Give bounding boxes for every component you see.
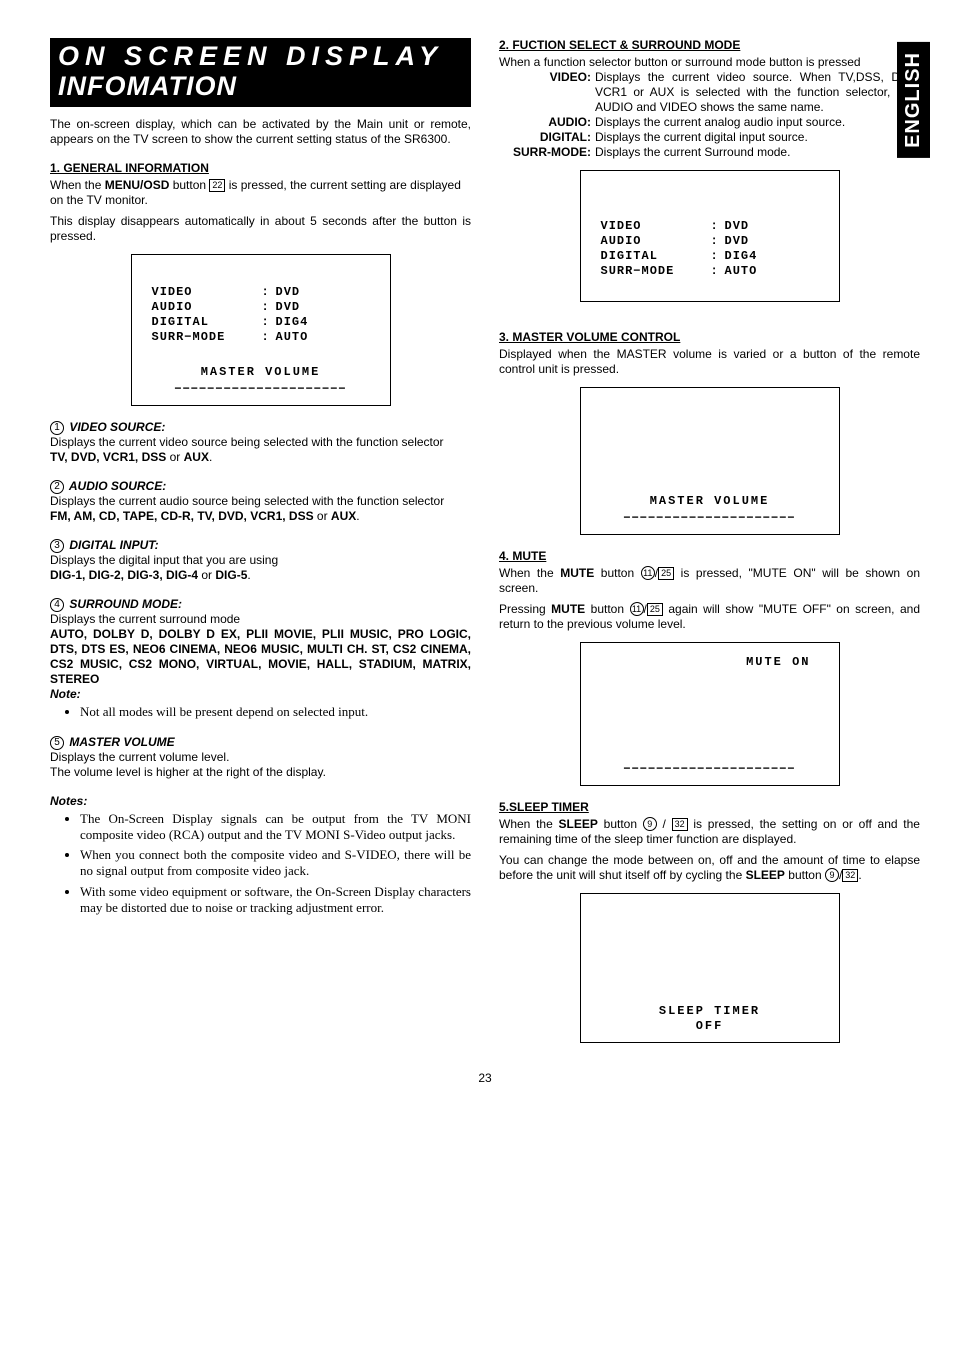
section-1-heading: 1. GENERAL INFORMATION — [50, 161, 471, 176]
notes-label: Notes: — [50, 794, 471, 809]
sec5-p2: You can change the mode between on, off … — [499, 853, 920, 883]
item-video-source: 1 VIDEO SOURCE: — [50, 420, 471, 435]
title-line1: ON SCREEN DISPLAY — [58, 42, 463, 72]
note-item: Not all modes will be present depend on … — [80, 704, 471, 720]
intro-text: The on-screen display, which can be acti… — [50, 117, 471, 147]
note-label: Note: — [50, 687, 471, 702]
sec3-p: Displayed when the MASTER volume is vari… — [499, 347, 920, 377]
notes-item: With some video equipment or software, t… — [80, 884, 471, 917]
section-3-heading: 3. MASTER VOLUME CONTROL — [499, 330, 920, 345]
sec2-p1: When a function selector button or surro… — [499, 55, 920, 70]
osd-display-5: SLEEP TIMER OFF — [580, 893, 840, 1043]
sec5-p1: When the SLEEP button 9 / 32 is pressed,… — [499, 817, 920, 847]
sleep-button-ref2-box: 32 — [842, 869, 858, 882]
osd-display-2: VIDEO:DVD AUDIO:DVD DIGITAL:DIG4 SURR−MO… — [580, 170, 840, 302]
sleep-button-ref: 9 — [643, 817, 657, 831]
osd-display-3: MASTER VOLUME −−−−−−−−−−−−−−−−−−−−− — [580, 387, 840, 535]
page-title: ON SCREEN DISPLAY INFOMATION — [50, 38, 471, 107]
item-master-volume: 5 MASTER VOLUME — [50, 735, 471, 750]
mute-button-ref-box: 25 — [658, 567, 674, 580]
mute-button-ref2: 11 — [630, 602, 644, 616]
sleep-button-ref2: 9 — [825, 868, 839, 882]
sec2-definitions: VIDEO:Displays the current video source.… — [499, 70, 920, 160]
language-tab: ENGLISH — [897, 42, 930, 158]
sec1-p1: When the MENU/OSD button 22 is pressed, … — [50, 178, 471, 208]
sec1-p2: This display disappears automatically in… — [50, 214, 471, 244]
mute-button-ref2-box: 25 — [647, 603, 663, 616]
item-digital-input: 3 DIGITAL INPUT: — [50, 538, 471, 553]
page-number: 23 — [50, 1071, 920, 1086]
sec4-p2: Pressing MUTE button 11/25 again will sh… — [499, 602, 920, 632]
notes-item: When you connect both the composite vide… — [80, 847, 471, 880]
mute-button-ref: 11 — [641, 566, 655, 580]
osd-display-4: MUTE ON −−−−−−−−−−−−−−−−−−−−− — [580, 642, 840, 786]
osd-display-1: VIDEO:DVD AUDIO:DVD DIGITAL:DIG4 SURR−MO… — [131, 254, 391, 406]
section-5-heading: 5.SLEEP TIMER — [499, 800, 920, 815]
sleep-button-ref-box: 32 — [672, 818, 688, 831]
section-2-heading: 2. FUCTION SELECT & SURROUND MODE — [499, 38, 920, 53]
item-surround-mode: 4 SURROUND MODE: — [50, 597, 471, 612]
title-line2: INFOMATION — [58, 71, 237, 101]
section-4-heading: 4. MUTE — [499, 549, 920, 564]
notes-item: The On-Screen Display signals can be out… — [80, 811, 471, 844]
menu-osd-button-ref: 22 — [209, 179, 225, 192]
sec4-p1: When the MUTE button 11/25 is pressed, "… — [499, 566, 920, 596]
item-audio-source: 2 AUDIO SOURCE: — [50, 479, 471, 494]
